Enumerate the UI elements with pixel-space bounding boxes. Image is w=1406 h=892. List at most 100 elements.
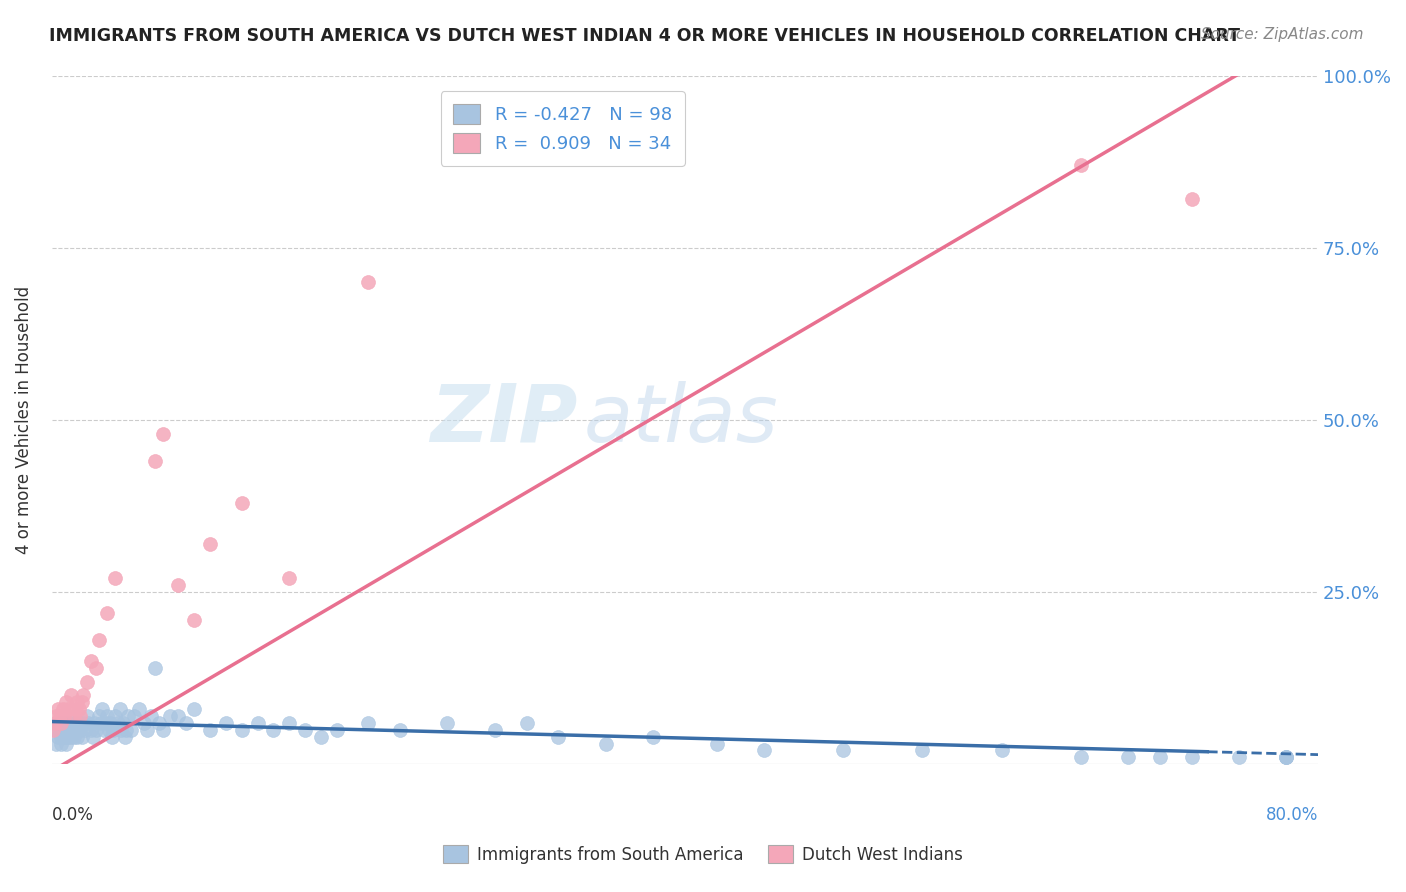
Point xyxy=(58,723,80,737)
Point xyxy=(51,737,73,751)
Point xyxy=(72,715,94,730)
Point xyxy=(148,715,170,730)
Point xyxy=(84,661,107,675)
Point xyxy=(141,709,163,723)
Point xyxy=(90,715,112,730)
Point xyxy=(104,709,127,723)
Point xyxy=(152,426,174,441)
Point xyxy=(115,723,138,737)
Point xyxy=(67,715,90,730)
Point xyxy=(120,723,142,737)
Point xyxy=(53,730,76,744)
Point xyxy=(231,723,253,737)
Point xyxy=(98,715,121,730)
Point xyxy=(46,702,69,716)
Point xyxy=(215,715,238,730)
Legend: R = -0.427   N = 98, R =  0.909   N = 34: R = -0.427 N = 98, R = 0.909 N = 34 xyxy=(440,92,685,166)
Point xyxy=(91,702,114,716)
Point xyxy=(65,723,87,737)
Point xyxy=(516,715,538,730)
Point xyxy=(990,743,1012,757)
Point xyxy=(60,715,83,730)
Point xyxy=(135,723,157,737)
Point xyxy=(53,709,76,723)
Point xyxy=(65,702,87,716)
Point xyxy=(89,709,111,723)
Point xyxy=(183,613,205,627)
Point xyxy=(752,743,775,757)
Point xyxy=(103,723,125,737)
Point xyxy=(51,715,73,730)
Point xyxy=(96,709,118,723)
Point xyxy=(595,737,617,751)
Point xyxy=(1275,750,1298,764)
Point xyxy=(911,743,934,757)
Point xyxy=(70,695,93,709)
Point xyxy=(66,723,89,737)
Point xyxy=(122,709,145,723)
Point xyxy=(1180,193,1202,207)
Point xyxy=(111,715,134,730)
Point xyxy=(55,730,77,744)
Point xyxy=(132,715,155,730)
Point xyxy=(262,723,284,737)
Point xyxy=(643,730,665,744)
Point xyxy=(176,715,198,730)
Point xyxy=(436,715,458,730)
Point xyxy=(73,723,96,737)
Point xyxy=(69,723,91,737)
Point xyxy=(357,275,380,289)
Point xyxy=(1070,750,1092,764)
Point xyxy=(52,723,75,737)
Point xyxy=(58,715,80,730)
Point xyxy=(706,737,728,751)
Point xyxy=(101,730,124,744)
Point xyxy=(97,723,120,737)
Point xyxy=(104,571,127,585)
Point xyxy=(56,702,79,716)
Point xyxy=(278,715,301,730)
Point xyxy=(484,723,506,737)
Point xyxy=(55,695,77,709)
Point xyxy=(198,723,221,737)
Point xyxy=(80,723,103,737)
Point xyxy=(59,689,82,703)
Text: 80.0%: 80.0% xyxy=(1265,805,1319,823)
Point xyxy=(48,723,70,737)
Point xyxy=(46,730,69,744)
Point xyxy=(63,709,86,723)
Point xyxy=(832,743,855,757)
Point xyxy=(89,633,111,648)
Text: atlas: atlas xyxy=(583,381,779,458)
Point xyxy=(84,723,107,737)
Point xyxy=(66,695,89,709)
Point xyxy=(198,537,221,551)
Point xyxy=(1275,750,1298,764)
Point xyxy=(388,723,411,737)
Point xyxy=(56,723,79,737)
Point xyxy=(96,606,118,620)
Point xyxy=(1070,158,1092,172)
Point xyxy=(1275,750,1298,764)
Point xyxy=(76,674,98,689)
Point xyxy=(42,723,65,737)
Point xyxy=(44,715,66,730)
Point xyxy=(45,709,67,723)
Point xyxy=(325,723,347,737)
Point xyxy=(52,702,75,716)
Point xyxy=(143,454,166,468)
Text: 0.0%: 0.0% xyxy=(52,805,94,823)
Point xyxy=(48,715,70,730)
Point xyxy=(231,495,253,509)
Legend: Immigrants from South America, Dutch West Indians: Immigrants from South America, Dutch Wes… xyxy=(437,838,969,871)
Point xyxy=(117,709,139,723)
Point xyxy=(1149,750,1171,764)
Point xyxy=(82,730,104,744)
Point xyxy=(108,702,131,716)
Point xyxy=(114,730,136,744)
Point xyxy=(67,702,90,716)
Point xyxy=(93,723,115,737)
Point xyxy=(294,723,316,737)
Point xyxy=(59,723,82,737)
Point xyxy=(76,709,98,723)
